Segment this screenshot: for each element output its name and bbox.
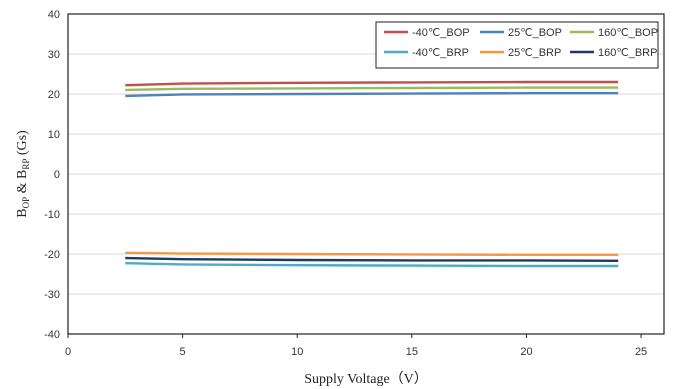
y-tick-label: 0 xyxy=(54,169,60,181)
y-axis-title-sub-rp: RP xyxy=(21,159,31,170)
y-axis-title-end: (Gs) xyxy=(15,130,30,159)
x-tick-label: 0 xyxy=(65,346,71,358)
legend-label-4: 25℃_BRP xyxy=(508,47,561,59)
y-tick-label: -10 xyxy=(44,209,60,221)
x-tick-label: 5 xyxy=(180,346,186,358)
x-tick-label: 15 xyxy=(406,346,418,358)
x-tick-label: 10 xyxy=(291,346,303,358)
y-axis-title-sub-op: OP xyxy=(21,197,31,209)
x-tick-labels: 0 5 10 15 20 25 xyxy=(65,334,647,358)
y-tick-label: 10 xyxy=(48,129,60,141)
y-tick-label: 40 xyxy=(48,9,60,21)
series-line-1 xyxy=(125,91,619,98)
legend-label-3: -40℃_BRP xyxy=(412,47,469,59)
series-lines xyxy=(125,80,619,268)
x-tick-label: 20 xyxy=(520,346,532,358)
y-tick-label: 30 xyxy=(48,49,60,61)
plot-frame xyxy=(67,13,665,335)
legend-label-2: 160℃_BOP xyxy=(598,27,658,39)
y-tick-labels: 40 30 20 10 0 -10 -20 -30 -40 xyxy=(44,9,60,341)
x-tick-label: 25 xyxy=(635,346,647,358)
legend-box xyxy=(375,21,659,69)
series-line-2 xyxy=(125,86,619,92)
y-axis-title: BOP & BRP (Gs) xyxy=(15,130,31,218)
legend-label-0: -40℃_BOP xyxy=(412,27,470,39)
y-tick-label: -30 xyxy=(44,289,60,301)
y-axis-title-b1: B xyxy=(15,208,30,217)
series-line-0 xyxy=(125,80,619,87)
series-line-5 xyxy=(125,256,619,262)
legend-label-5: 160℃_BRP xyxy=(598,47,657,59)
legend: -40℃_BOP 25℃_BOP 160℃_BOP -40℃_BRP 25℃_BRP 16… xyxy=(375,21,659,69)
legend-label-1: 25℃_BOP xyxy=(508,27,562,39)
y-tick-label: -40 xyxy=(44,329,60,341)
y-tick-label: 20 xyxy=(48,89,60,101)
series-line-4 xyxy=(125,251,619,257)
y-axis-title-mid: & B xyxy=(15,170,30,197)
series-line-3 xyxy=(125,262,619,268)
y-tick-label: -20 xyxy=(44,249,60,261)
x-axis-title: Supply Voltage（V） xyxy=(304,371,428,387)
